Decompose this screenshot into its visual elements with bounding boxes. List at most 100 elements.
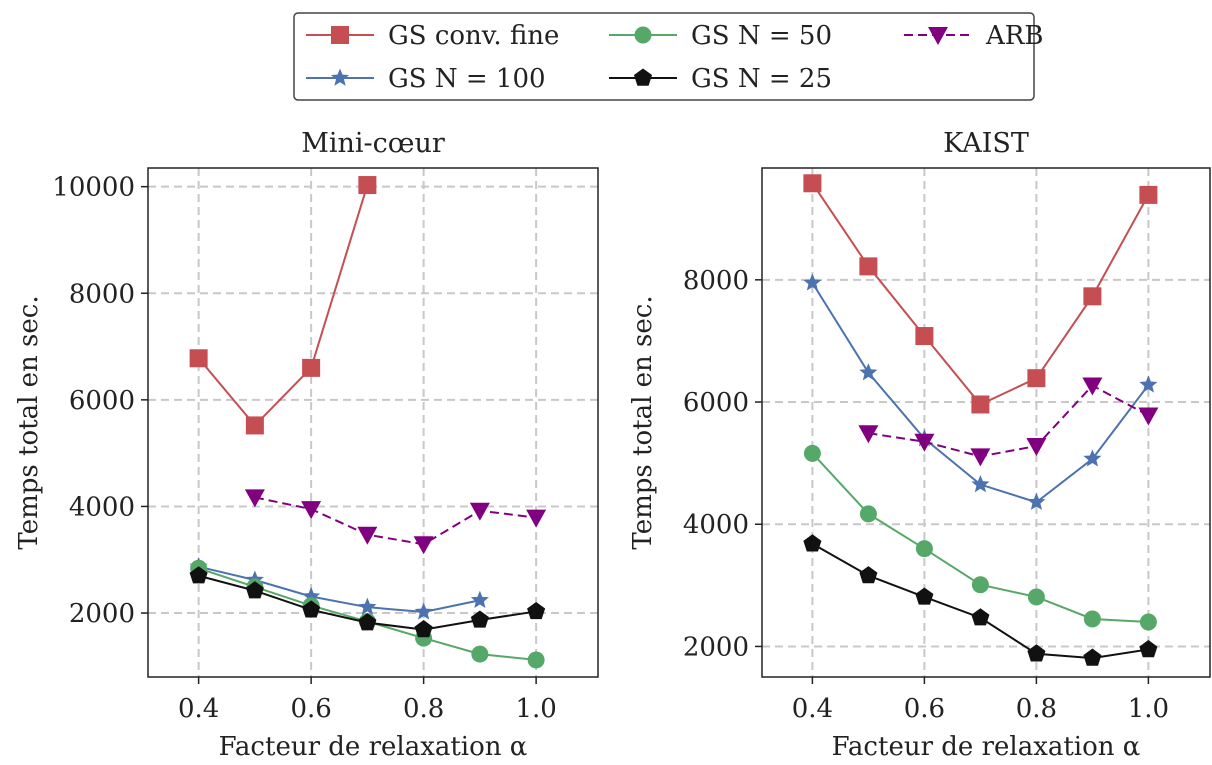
panel-mini-c-ur-series-gs-n-25-point <box>358 613 377 631</box>
panel-mini-c-ur-y-axis-label: Temps total en sec. <box>14 295 44 549</box>
panel-mini-c-ur-x-tick-label: 0.6 <box>290 694 331 724</box>
panel-mini-c-ur-series-gs-n-25-point <box>302 600 321 618</box>
panel-mini-c-ur-series-arb-point <box>413 536 434 555</box>
panel-mini-c-ur-series-arb-point <box>244 489 265 508</box>
panel-mini-c-ur-y-tick-label: 6000 <box>69 386 135 416</box>
panel-kaist-y-axis-label: Temps total en sec. <box>628 295 658 549</box>
panel-mini-c-ur-series-gs-n-50-point <box>471 645 489 663</box>
panel-kaist-series-gs-conv-fine-point <box>1139 185 1158 204</box>
panel-kaist-series-arb-point <box>1026 438 1047 457</box>
panel-kaist-x-tick-label: 0.4 <box>792 694 833 724</box>
panel-mini-c-ur-series-gs-conv-fine-point <box>358 176 377 195</box>
panel-kaist-series-arb-point <box>858 425 879 444</box>
legend-entry-gs-n-25-marker <box>633 68 653 86</box>
panel-kaist-series-gs-n-25-point <box>859 566 878 584</box>
panel-kaist-series-gs-n-50-point <box>1139 613 1157 631</box>
panel-kaist-series-gs-n-50-point <box>1083 610 1101 628</box>
panel-kaist-series-gs-n-25-point <box>971 608 990 626</box>
panel-mini-c-ur-series-gs-n-25-point <box>189 566 208 584</box>
panel-mini-c-ur-y-tick-label: 10000 <box>52 173 135 203</box>
panel-kaist-series-gs-n-50-point <box>1027 588 1045 606</box>
panel-mini-c-ur-title: Mini-cœur <box>301 128 445 159</box>
panel-mini-c-ur-series-gs-n-100-point <box>414 602 433 620</box>
panel-kaist-x-tick-label: 0.8 <box>1016 694 1057 724</box>
panel-kaist-series-gs-n-50-point <box>971 576 989 594</box>
panel-mini-c-ur <box>141 167 599 684</box>
panel-kaist-series-gs-n-100-point <box>803 273 822 291</box>
panel-kaist-series-arb-point <box>914 433 935 452</box>
legend-entry-gs-n-100-label: GS N = 100 <box>388 64 546 94</box>
panel-kaist-x-axis-label: Facteur de relaxation α <box>832 732 1141 762</box>
panel-kaist-y-tick-label: 4000 <box>683 510 749 540</box>
legend: GS conv. fine GS N = 100 GS N = 50 GS N = 2… <box>293 12 1043 101</box>
legend-entry-gs-n-100: GS N = 100 <box>306 64 546 94</box>
legend-frame <box>293 12 1035 101</box>
panel-mini-c-ur-series-gs-n-100-point <box>302 587 321 605</box>
panel-mini-c-ur-series-gs-conv-fine-point <box>245 416 264 435</box>
panel-mini-c-ur-y-tick-label: 4000 <box>69 492 135 522</box>
panel-kaist <box>755 167 1211 684</box>
legend-entry-gs-conv-fine-marker <box>331 26 349 44</box>
panel-mini-c-ur-series-arb-line <box>254 496 537 546</box>
panel-kaist-series-gs-n-100-point <box>971 475 990 493</box>
panel-mini-c-ur-series-arb-point <box>301 501 322 520</box>
panel-kaist-series-gs-n-50 <box>803 444 1157 631</box>
panel-kaist-series-gs-conv-fine-point <box>915 327 934 346</box>
panel-kaist-series-gs-conv-fine-point <box>971 395 990 414</box>
panel-kaist-series-gs-n-100-point <box>1139 375 1158 393</box>
legend-entry-gs-n-50-marker <box>634 26 652 44</box>
panel-kaist-frame <box>761 167 1211 678</box>
panel-mini-c-ur-series-arb <box>244 489 547 555</box>
panel-mini-c-ur-x-axis-label: Facteur de relaxation α <box>219 732 528 762</box>
panel-mini-c-ur-x-tick-label: 0.8 <box>403 694 444 724</box>
panel-mini-c-ur-series-gs-conv-fine-point <box>302 358 321 377</box>
panel-mini-c-ur-series-gs-n-100-point <box>358 597 377 615</box>
panel-kaist-x-tick-label: 0.6 <box>904 694 945 724</box>
panel-kaist-series-arb-point <box>1082 377 1103 396</box>
panel-mini-c-ur-series-arb-point <box>357 526 378 545</box>
legend-entry-gs-n-25: GS N = 25 <box>609 64 832 94</box>
panel-mini-c-ur-series-gs-n-100 <box>189 557 489 620</box>
panel-mini-c-ur-series-arb-point <box>526 509 547 528</box>
legend-entry-gs-conv-fine: GS conv. fine <box>306 21 559 51</box>
panel-kaist-y-tick-label: 8000 <box>683 266 749 296</box>
panel-mini-c-ur-series-arb-point <box>469 502 490 521</box>
panel-kaist-series-gs-n-25-point <box>1027 644 1046 662</box>
panel-kaist-series-gs-conv-fine <box>803 174 1158 414</box>
panel-mini-c-ur-series-gs-n-100-point <box>470 590 489 608</box>
legend-entry-arb-marker <box>928 27 948 45</box>
panel-kaist-series-gs-n-50-point <box>803 444 821 462</box>
panel-kaist-series-gs-n-100-point <box>1083 449 1102 467</box>
panel-kaist-series-gs-n-25 <box>803 534 1158 666</box>
panel-mini-c-ur-y-tick-label: 8000 <box>69 279 135 309</box>
legend-entry-arb: ARB <box>904 21 1043 51</box>
panel-kaist-series-gs-conv-fine-point <box>803 174 822 193</box>
panel-mini-c-ur-series-gs-n-100-line <box>198 565 481 613</box>
panel-kaist-series-gs-n-25-line <box>811 542 1149 660</box>
panel-mini-c-ur-x-tick-label: 0.4 <box>178 694 219 724</box>
panel-kaist-series-gs-conv-fine-point <box>1083 287 1102 306</box>
panel-kaist-series-gs-n-25-point <box>915 587 934 605</box>
panel-mini-c-ur-series-gs-n-25-point <box>414 620 433 638</box>
panel-kaist-series-gs-n-100-line <box>811 282 1150 504</box>
panel-kaist-series-arb-point <box>970 448 991 467</box>
panel-kaist-series-gs-n-100-point <box>859 363 878 381</box>
panel-mini-c-ur-series-gs-n-25-point <box>245 581 264 599</box>
panel-mini-c-ur-series-gs-n-25 <box>189 566 546 638</box>
panel-mini-c-ur-series-gs-n-25-point <box>470 610 489 628</box>
panel-mini-c-ur-y-tick-label: 2000 <box>69 599 135 629</box>
legend-entry-arb-label: ARB <box>985 21 1043 51</box>
legend-entry-gs-n-25-label: GS N = 25 <box>691 64 832 94</box>
panel-kaist-series-gs-conv-fine-point <box>859 257 878 276</box>
panel-mini-c-ur-series-gs-conv-fine-point <box>189 349 208 368</box>
panel-kaist-series-arb <box>858 377 1159 467</box>
panel-mini-c-ur-frame <box>147 167 599 678</box>
panel-kaist-series-gs-n-100-point <box>1027 492 1046 510</box>
panel-kaist-series-gs-n-50-point <box>859 505 877 523</box>
panel-kaist-series-gs-conv-fine-point <box>1027 369 1046 388</box>
panel-mini-c-ur-x-tick-label: 1.0 <box>515 694 556 724</box>
legend-entry-gs-conv-fine-label: GS conv. fine <box>388 21 559 51</box>
panel-mini-c-ur-series-gs-n-25-point <box>527 601 546 620</box>
panel-kaist-y-tick-label: 6000 <box>683 388 749 418</box>
